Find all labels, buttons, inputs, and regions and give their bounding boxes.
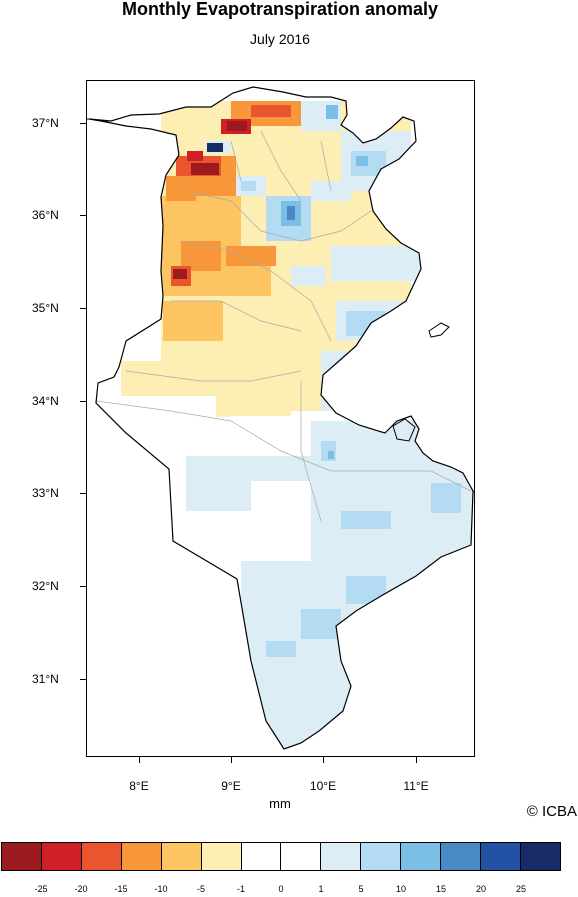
colorbar-label: 15: [435, 884, 447, 894]
colorbar-swatch: [401, 843, 442, 870]
kerkennah-islands: [428, 322, 450, 338]
map-title: Monthly Evapotranspiration anomaly: [121, 0, 439, 19]
colorbar-label: 20: [475, 884, 487, 894]
colorbar-label: -15: [114, 884, 128, 894]
map-canvas: [87, 86, 474, 750]
credit-label: © ICBA: [526, 803, 577, 820]
colorbar-label: 25: [515, 884, 527, 894]
colorbar-swatch: [81, 843, 122, 870]
colorbar-swatch: [441, 843, 482, 870]
colorbar-swatch: [2, 843, 42, 870]
lon-label-10e: 10°E: [309, 779, 337, 793]
lat-label-32: 32°N: [32, 579, 59, 593]
colorbar-label: -20: [74, 884, 88, 894]
colorbar-swatch: [321, 843, 362, 870]
colorbar-swatch: [241, 843, 282, 870]
admin-boundaries: [95, 130, 472, 522]
lat-label-35: 35°N: [32, 301, 59, 315]
colorbar-swatch: [481, 843, 521, 870]
colorbar-label: -5: [196, 884, 206, 894]
colorbar-swatch: [361, 843, 402, 870]
colorbar-swatch: [520, 843, 560, 870]
lat-label-37: 37°N: [32, 116, 59, 130]
colorbar: [1, 842, 561, 871]
colorbar-label: -1: [236, 884, 246, 894]
lon-label-9e: 9°E: [221, 779, 241, 793]
lon-label-11e: 11°E: [403, 779, 429, 793]
colorbar-swatch: [201, 843, 242, 870]
lon-label-8e: 8°E: [129, 779, 149, 793]
colorbar-label: 10: [395, 884, 407, 894]
anomaly-field: [96, 101, 473, 749]
colorbar-label: -10: [154, 884, 168, 894]
colorbar-swatch: [281, 843, 322, 870]
djerba-island: [392, 418, 416, 442]
colorbar-label: 1: [318, 884, 324, 894]
lat-label-33: 33°N: [32, 486, 59, 500]
colorbar-swatch: [41, 843, 82, 870]
colorbar-label: -25: [34, 884, 48, 894]
colorbar-label: 0: [278, 884, 284, 894]
colorbar-label: 5: [358, 884, 364, 894]
colorbar-swatch: [161, 843, 202, 870]
lat-label-34: 34°N: [32, 394, 59, 408]
units-label: mm: [269, 796, 291, 811]
lat-label-36: 36°N: [32, 208, 59, 222]
map-frame: [86, 80, 475, 757]
map-subtitle: July 2016: [250, 31, 310, 47]
lat-label-31: 31°N: [32, 672, 59, 686]
colorbar-swatch: [121, 843, 162, 870]
